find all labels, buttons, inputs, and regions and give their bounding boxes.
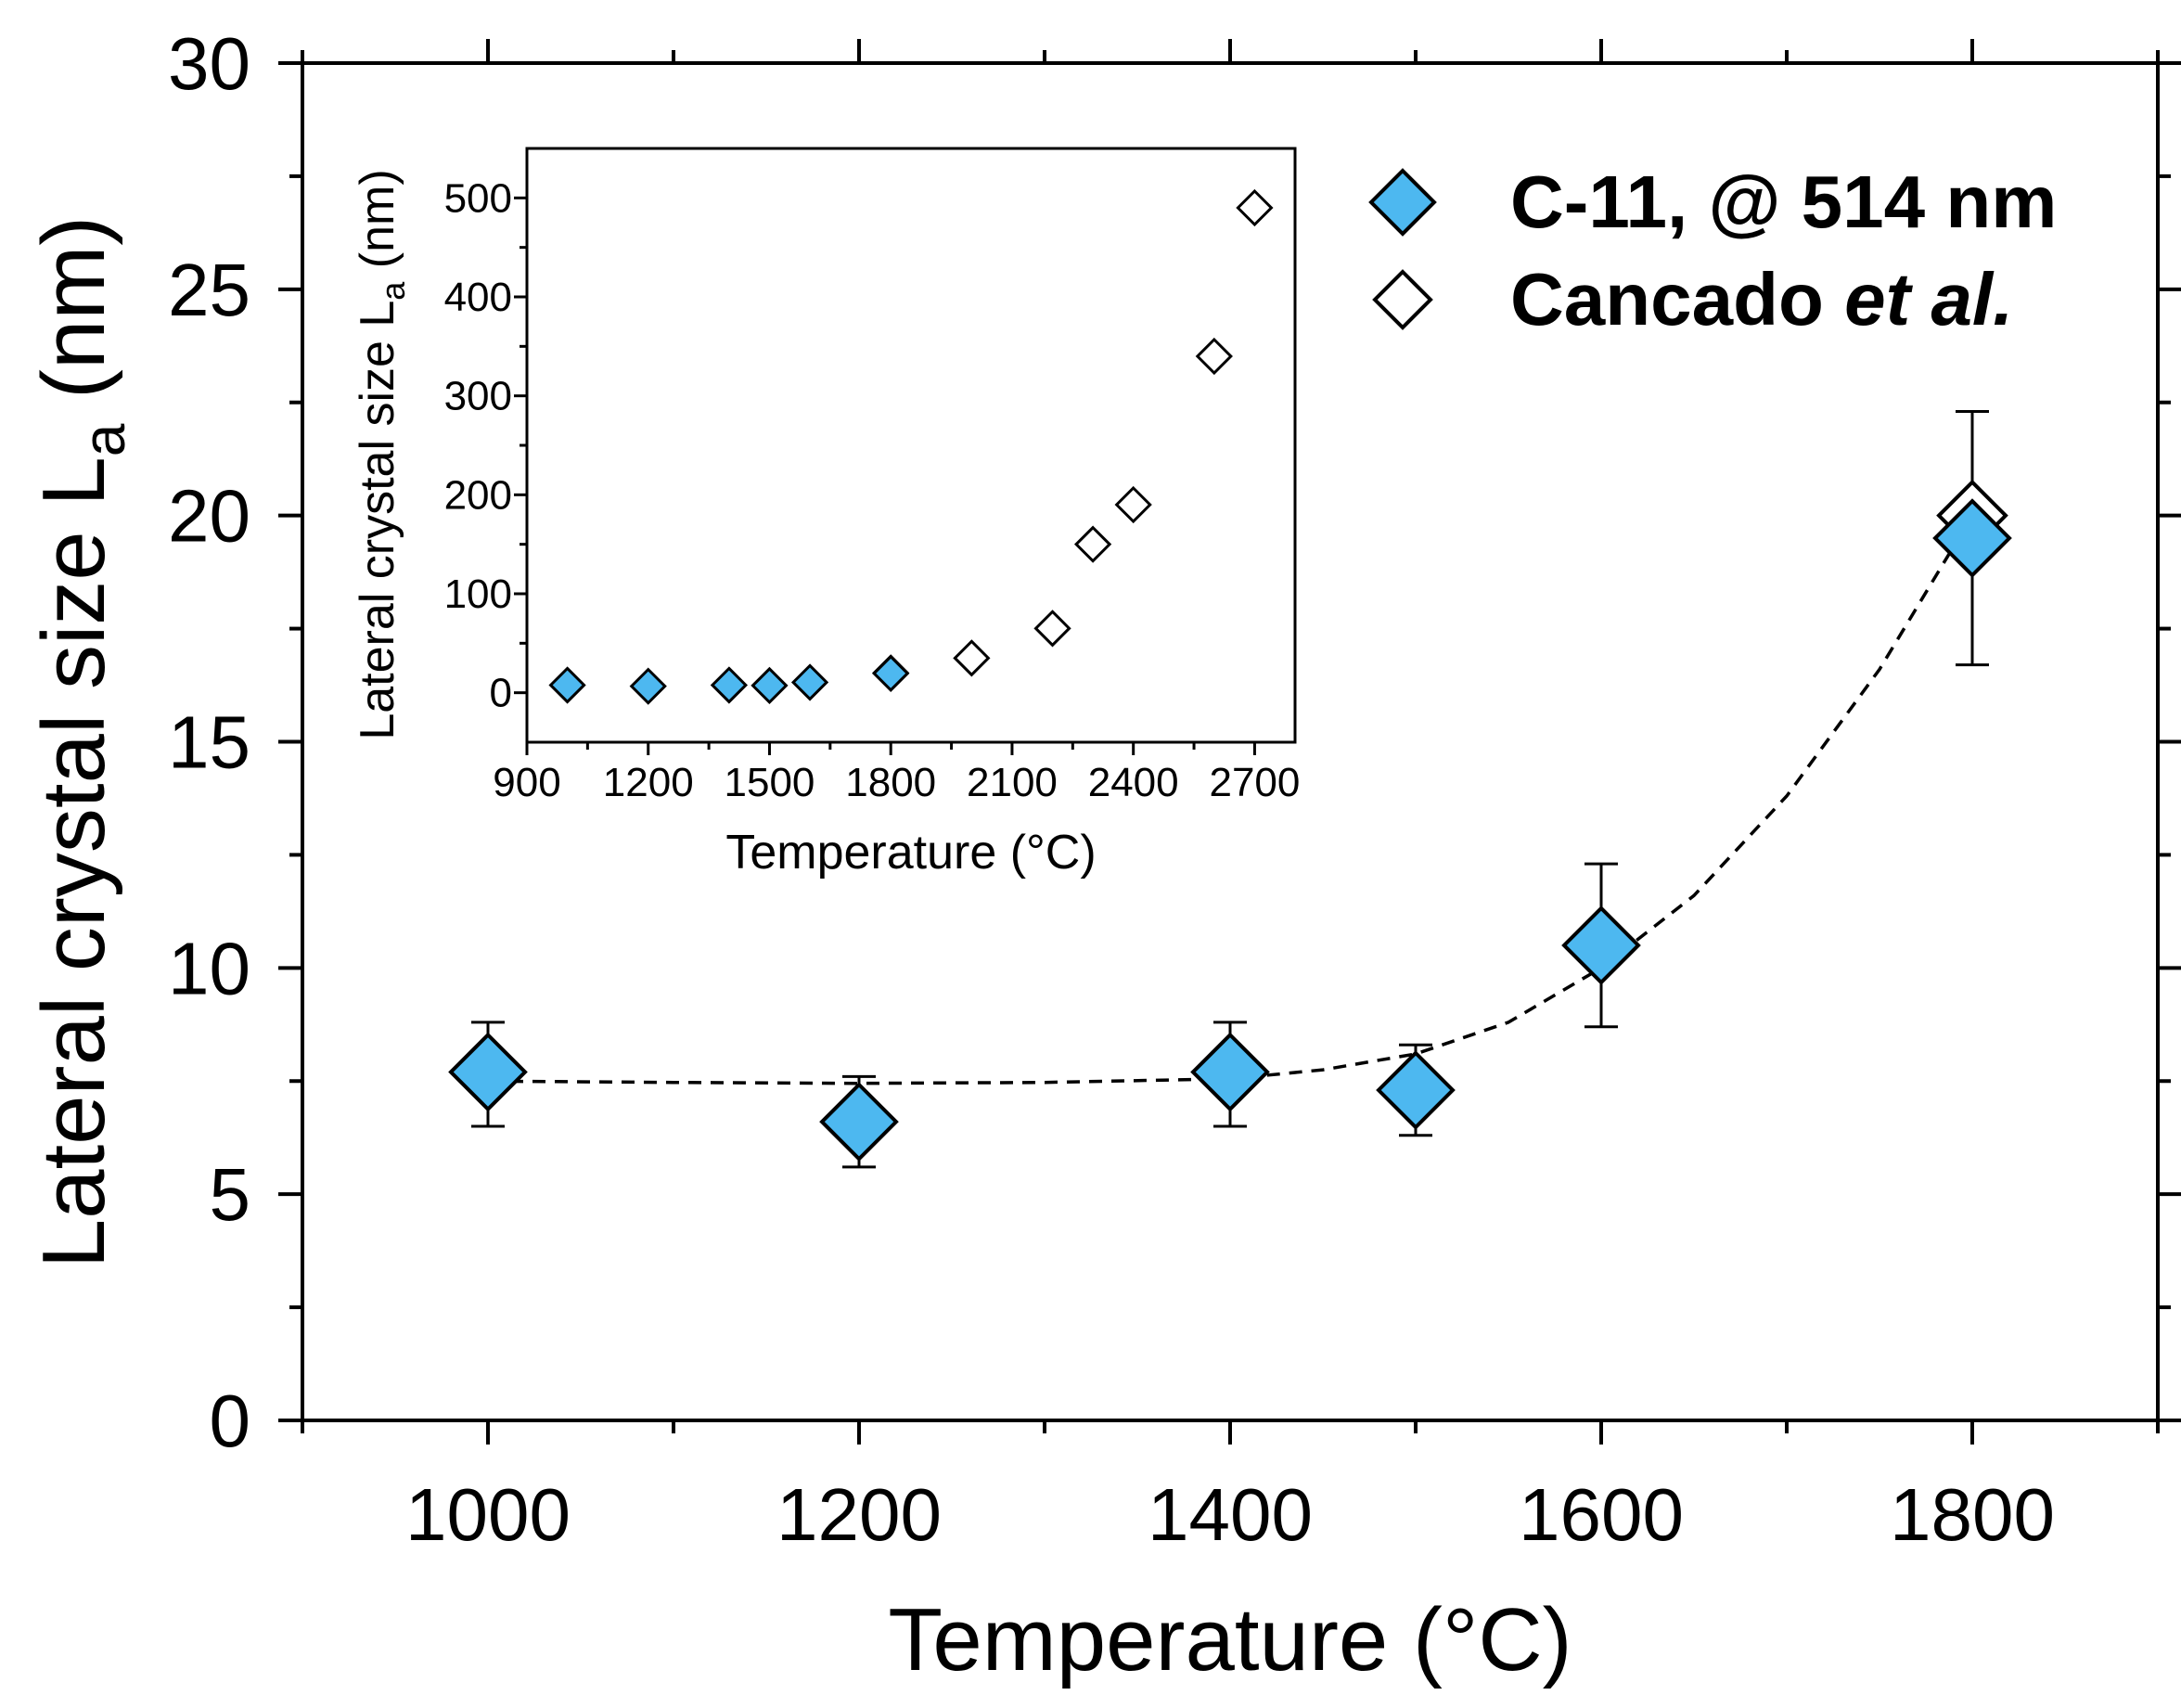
main-filled-diamond bbox=[1932, 498, 2012, 578]
inset-plot-frame bbox=[525, 147, 1297, 744]
main-y-tick-label: 10 bbox=[168, 927, 250, 1009]
inset-open-diamond bbox=[1236, 188, 1274, 227]
inset-y-tick-label: 500 bbox=[444, 175, 512, 221]
inset-open-diamond bbox=[953, 639, 991, 677]
main-y-axis-title: Lateral crystal size La (nm) bbox=[24, 216, 137, 1269]
inset-tick-labels: 900 1200 1500 1800 2100 2400 2700 0 100 200 300 400… bbox=[444, 175, 1301, 805]
inset-filled-diamond bbox=[710, 666, 749, 704]
inset-open-diamond bbox=[1195, 337, 1233, 376]
inset-x-tick-label: 1500 bbox=[725, 760, 815, 805]
main-filled-diamond bbox=[1561, 905, 1641, 985]
inset-filled-diamond bbox=[629, 667, 667, 705]
inset-x-tick-label: 2700 bbox=[1209, 760, 1300, 805]
inset-markers bbox=[548, 188, 1274, 705]
main-filled-diamond bbox=[819, 1082, 899, 1162]
main-y-tick-label: 30 bbox=[168, 22, 250, 105]
legend-label-c11: C-11, @ 514 nm bbox=[1510, 161, 2057, 243]
inset-y-tick-label: 0 bbox=[490, 671, 512, 716]
main-x-tick-label: 1200 bbox=[776, 1473, 942, 1556]
inset-x-tick-label: 1200 bbox=[603, 760, 694, 805]
main-filled-diamond bbox=[448, 1032, 528, 1112]
inset-x-tick-label: 2400 bbox=[1088, 760, 1179, 805]
legend-markers bbox=[1368, 168, 1437, 330]
main-filled-diamond bbox=[1190, 1032, 1270, 1112]
main-y-tick-label: 20 bbox=[168, 475, 250, 558]
main-ticks bbox=[278, 39, 2181, 1445]
legend-label-cancado: Cancado et al. bbox=[1510, 258, 2013, 340]
legend: C-11, @ 514 nm Cancado et al. bbox=[1368, 161, 2057, 340]
main-filled-diamond bbox=[1376, 1050, 1456, 1130]
inset-x-tick-label: 1800 bbox=[845, 760, 936, 805]
legend-filled-diamond bbox=[1368, 168, 1437, 237]
inset-x-axis-title: Temperature (°C) bbox=[725, 826, 1096, 880]
inset-y-axis-title: Lateral crystal size La (nm) bbox=[351, 169, 412, 739]
main-y-tick-label: 25 bbox=[168, 249, 250, 331]
inset-y-tick-label: 200 bbox=[444, 472, 512, 518]
main-x-tick-label: 1800 bbox=[1890, 1473, 2055, 1556]
inset-y-tick-label: 400 bbox=[444, 275, 512, 320]
inset-ticks bbox=[514, 196, 1256, 755]
inset-open-diamond bbox=[1114, 485, 1152, 524]
inset-filled-diamond bbox=[751, 666, 789, 705]
inset-filled-diamond bbox=[872, 654, 910, 692]
inset-x-tick-label: 2100 bbox=[967, 760, 1058, 805]
main-y-tick-label: 15 bbox=[168, 701, 250, 784]
inset-x-tick-label: 900 bbox=[493, 760, 560, 805]
inset-y-tick-label: 300 bbox=[444, 374, 512, 419]
main-x-axis-title: Temperature (°C) bbox=[888, 1590, 1572, 1689]
main-x-tick-label: 1000 bbox=[405, 1473, 571, 1556]
main-fit-curve bbox=[487, 514, 1974, 1085]
inset-y-tick-label: 100 bbox=[444, 571, 512, 617]
inset-plot: 900 1200 1500 1800 2100 2400 2700 0 100 200 300 400… bbox=[351, 147, 1301, 880]
inset-filled-diamond bbox=[790, 663, 829, 701]
inset-filled-diamond bbox=[548, 666, 586, 704]
inset-open-diamond bbox=[1073, 525, 1112, 563]
main-y-tick-label: 5 bbox=[210, 1153, 251, 1236]
main-x-tick-label: 1600 bbox=[1519, 1473, 1684, 1556]
inset-open-diamond bbox=[1033, 610, 1071, 648]
main-markers bbox=[448, 479, 2012, 1162]
legend-open-diamond bbox=[1372, 269, 1433, 330]
main-x-tick-label: 1400 bbox=[1148, 1473, 1313, 1556]
main-y-tick-label: 0 bbox=[210, 1380, 251, 1462]
